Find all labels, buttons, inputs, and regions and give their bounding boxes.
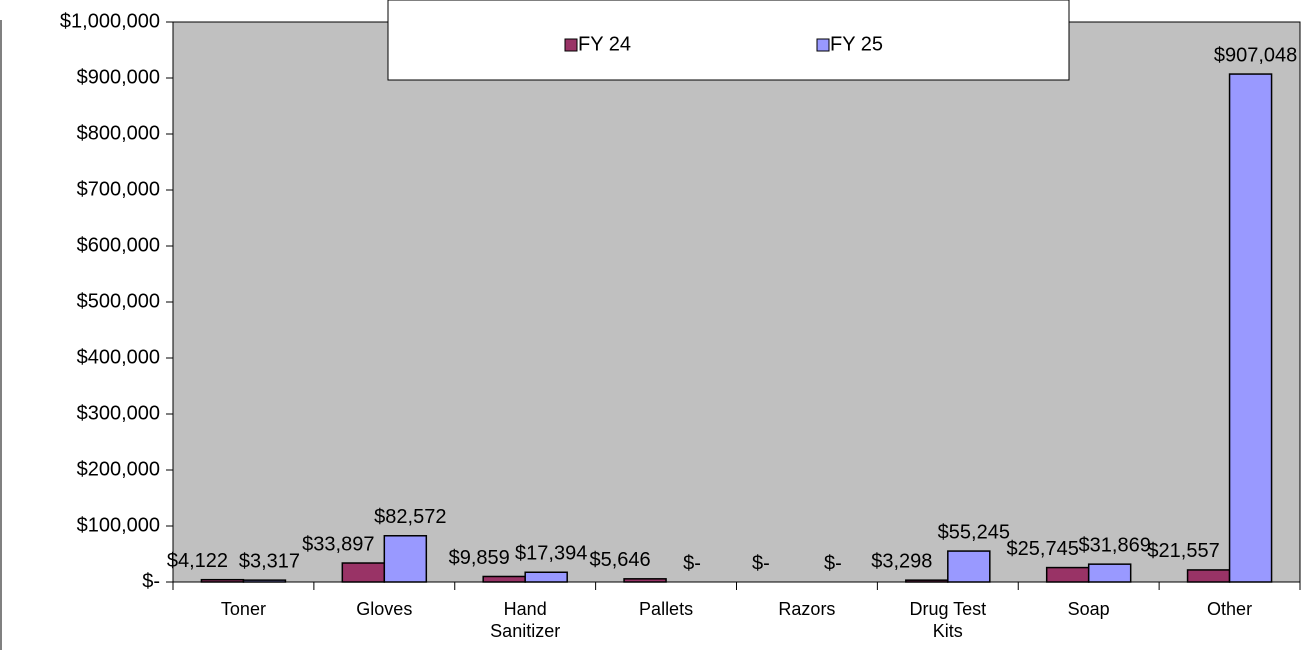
value-label: $- [683,552,701,574]
value-label: $33,897 [302,533,374,555]
bar [482,575,526,583]
y-tick-label: $300,000 [77,402,160,424]
legend-box [387,0,1070,81]
value-label: $3,317 [239,550,300,572]
legend-label: FY 25 [830,33,883,55]
y-tick-label: $1,000,000 [60,10,160,32]
bar [200,578,245,583]
y-tick-label: $200,000 [77,458,160,480]
value-label: $4,122 [167,550,228,572]
value-label: $- [824,552,842,574]
plot-area [172,21,1301,583]
y-tick-label: $900,000 [77,66,160,88]
y-tick-label: $600,000 [77,234,160,256]
value-label: $5,646 [589,549,650,571]
value-label: $21,557 [1147,540,1219,562]
legend-swatch [564,38,578,52]
legend-label: FY 24 [578,33,631,55]
bar [1228,73,1273,583]
x-tick-label: Pallets [639,599,694,619]
value-label: $9,859 [449,547,510,569]
value-label: $31,869 [1079,534,1151,556]
y-tick-label: $- [142,570,160,592]
bar [905,579,949,583]
x-tick-label: Drug Test Kits [909,599,987,641]
bar [383,535,428,583]
y-tick-label: $500,000 [77,290,160,312]
value-label: $17,394 [515,543,587,565]
y-tick-label: $100,000 [77,514,160,536]
bar [1186,569,1231,583]
x-tick-label: Other [1207,599,1253,619]
bar [524,571,568,583]
x-tick-label: Soap [1067,599,1110,619]
y-tick-label: $400,000 [77,346,160,368]
bar [623,578,667,583]
value-label: $82,572 [374,506,446,528]
value-label: $55,245 [938,521,1010,543]
value-label: $907,048 [1214,44,1297,66]
y-tick-label: $800,000 [77,122,160,144]
value-label: $25,745 [1007,538,1079,560]
x-tick-label: Hand Sanitizer [490,599,561,641]
bar [947,550,991,583]
bar [242,579,287,583]
y-tick-label: $700,000 [77,178,160,200]
x-tick-label: Razors [778,599,836,619]
bar [341,562,386,583]
bar [1045,566,1090,583]
bar [1087,563,1132,583]
legend-swatch [816,38,830,52]
value-label: $- [752,552,770,574]
x-tick-label: Toner [220,599,266,619]
x-tick-label: Gloves [356,599,413,619]
value-label: $3,298 [871,550,932,572]
